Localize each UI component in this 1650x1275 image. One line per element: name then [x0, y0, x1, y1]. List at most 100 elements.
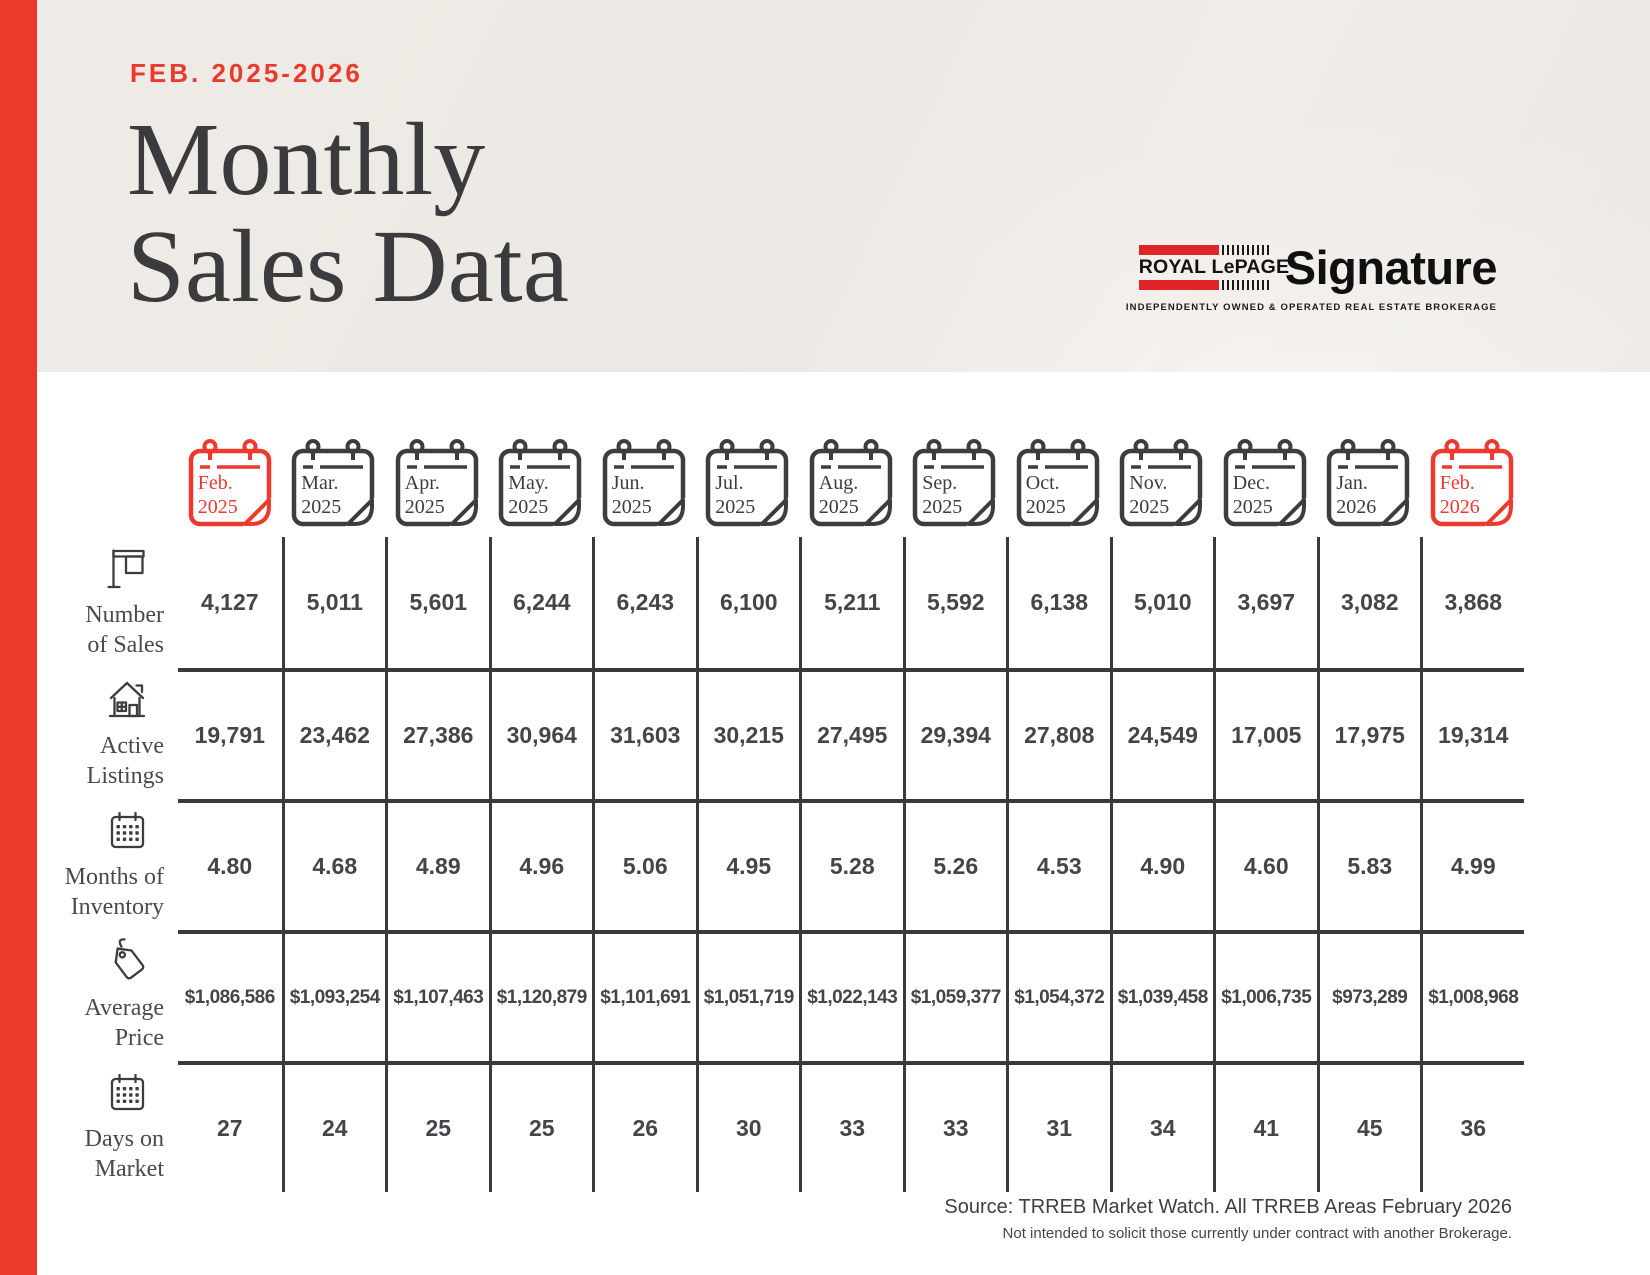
royal-lepage-wordmark: ROYAL LePAGE® — [1138, 256, 1297, 278]
data-cell: 27,495 — [799, 668, 903, 799]
month-label: Feb. 2026 — [1439, 472, 1480, 518]
header-band: FEB. 2025-2026 Monthly Sales Data ROYAL … — [37, 0, 1650, 372]
logo-row: ROYAL LePAGE® Signature — [1138, 243, 1498, 292]
month-cell: Jan. 2026 — [1317, 436, 1421, 528]
data-cell: 29,394 — [902, 668, 1006, 799]
logo-stripe-pattern — [1221, 280, 1270, 291]
month-label: Aug. 2025 — [818, 472, 859, 518]
data-cell: 4.90 — [1109, 799, 1213, 930]
calendar-icon: Jan. 2026 — [1325, 436, 1412, 528]
data-cell: 34 — [1109, 1061, 1213, 1192]
data-cell: 5,211 — [799, 537, 903, 668]
month-label: Jan. 2026 — [1336, 472, 1377, 518]
source-note: Source: TRREB Market Watch. All TRREB Ar… — [944, 1196, 1512, 1218]
data-cell: 4.60 — [1213, 799, 1317, 930]
month-header-row: Feb. 2025 Mar. 2025 — [178, 436, 1524, 528]
calendar-icon: Apr. 2025 — [394, 436, 480, 528]
data-cell: 5.26 — [902, 799, 1006, 930]
brand-logo: ROYAL LePAGE® Signature INDEPENDENTLY OW… — [1126, 243, 1498, 313]
data-cell: 19,791 — [178, 668, 282, 799]
logo-bar-bottom — [1138, 280, 1270, 291]
data-cell: 33 — [799, 1061, 903, 1192]
data-cell: $1,059,377 — [902, 930, 1006, 1061]
month-cell: May. 2025 — [489, 436, 593, 528]
data-cell: 30,215 — [695, 668, 799, 799]
data-cell: 17,005 — [1213, 668, 1317, 799]
row-label-text: Days on Market — [84, 1126, 164, 1182]
calendar-icon: May. 2025 — [497, 436, 584, 528]
data-cell: 6,138 — [1006, 537, 1110, 668]
data-cell: 6,244 — [488, 537, 593, 668]
calendar-icon: Jun. 2025 — [601, 436, 687, 528]
data-cell: 3,697 — [1213, 537, 1317, 668]
data-cell: 5.83 — [1316, 799, 1420, 930]
logo-stripe-pattern — [1221, 245, 1270, 255]
sale-sign-icon — [104, 545, 150, 591]
page-title-line1: Monthly — [127, 102, 486, 217]
data-cell: 33 — [902, 1061, 1006, 1192]
data-cell: $1,093,254 — [281, 930, 385, 1061]
data-cell: $1,006,735 — [1213, 930, 1317, 1061]
page-title: Monthly Sales Data — [127, 106, 569, 320]
data-cell: 6,100 — [695, 537, 800, 668]
data-cell: 3,868 — [1420, 537, 1524, 668]
row-label-text: Number of Sales — [85, 602, 164, 658]
data-cell: 31,603 — [592, 668, 696, 799]
table-row: Active Listings 19,791 23,462 27,386 30,… — [0, 668, 1650, 799]
row-label: Average Price — [0, 930, 178, 1061]
data-cell: $973,289 — [1316, 930, 1420, 1061]
month-cell: Nov. 2025 — [1110, 436, 1214, 528]
calendar-grid-icon — [104, 1069, 150, 1115]
data-cell: 41 — [1213, 1061, 1317, 1192]
month-cell: Feb. 2025 — [178, 436, 282, 528]
calendar-icon: Nov. 2025 — [1118, 436, 1205, 528]
data-cell: 5,592 — [902, 537, 1007, 668]
month-label: Dec. 2025 — [1232, 472, 1273, 518]
data-cell: 24 — [281, 1061, 385, 1192]
month-cell: Dec. 2025 — [1213, 436, 1317, 528]
price-tag-icon — [104, 938, 150, 984]
data-cell: 30 — [695, 1061, 799, 1192]
data-table: Number of Sales 4,127 5,011 5,601 6,244 … — [0, 537, 1650, 1192]
month-label: Jul. 2025 — [715, 472, 756, 518]
data-cell: 6,243 — [592, 537, 696, 668]
data-cell: 26 — [592, 1061, 696, 1192]
data-cell: 5,011 — [281, 537, 386, 668]
data-cell: $1,022,143 — [799, 930, 903, 1061]
logo-red-bar — [1138, 280, 1219, 291]
data-cell: 23,462 — [281, 668, 385, 799]
logo-bar-top — [1138, 245, 1270, 255]
month-cell: Jun. 2025 — [592, 436, 696, 528]
month-label: Apr. 2025 — [404, 472, 445, 518]
month-cell: Aug. 2025 — [799, 436, 903, 528]
data-cell: 4.68 — [281, 799, 385, 930]
row-label: Months of Inventory — [0, 799, 178, 930]
data-cell: 19,314 — [1420, 668, 1524, 799]
data-cell: 4.95 — [695, 799, 799, 930]
calendar-icon: Sep. 2025 — [911, 436, 998, 528]
data-cell: $1,054,372 — [1006, 930, 1110, 1061]
data-cell: $1,051,719 — [695, 930, 799, 1061]
data-cell: $1,086,586 — [178, 930, 282, 1061]
royal-lepage-logo: ROYAL LePAGE® — [1138, 243, 1297, 292]
data-cell: 25 — [488, 1061, 592, 1192]
period-label: FEB. 2025-2026 — [130, 58, 363, 88]
month-label: May. 2025 — [508, 472, 549, 518]
month-cell: Jul. 2025 — [696, 436, 800, 528]
data-cell: 31 — [1006, 1061, 1110, 1192]
data-cell: 5.28 — [799, 799, 903, 930]
month-label: Oct. 2025 — [1025, 472, 1066, 518]
row-label-text: Active Listings — [86, 733, 164, 789]
data-cell: 5.06 — [592, 799, 696, 930]
calendar-icon: Feb. 2025 — [187, 436, 273, 528]
data-cell: 5,010 — [1109, 537, 1214, 668]
month-label: Jun. 2025 — [611, 472, 652, 518]
calendar-icon: Feb. 2026 — [1429, 436, 1515, 528]
data-cell: $1,008,968 — [1420, 930, 1524, 1061]
data-cell: 25 — [385, 1061, 489, 1192]
house-icon — [104, 676, 150, 722]
data-cell: 5,601 — [385, 537, 489, 668]
page-title-line2: Sales Data — [127, 209, 569, 325]
left-accent-stripe — [0, 0, 37, 1275]
row-label-text: Months of Inventory — [64, 864, 164, 920]
